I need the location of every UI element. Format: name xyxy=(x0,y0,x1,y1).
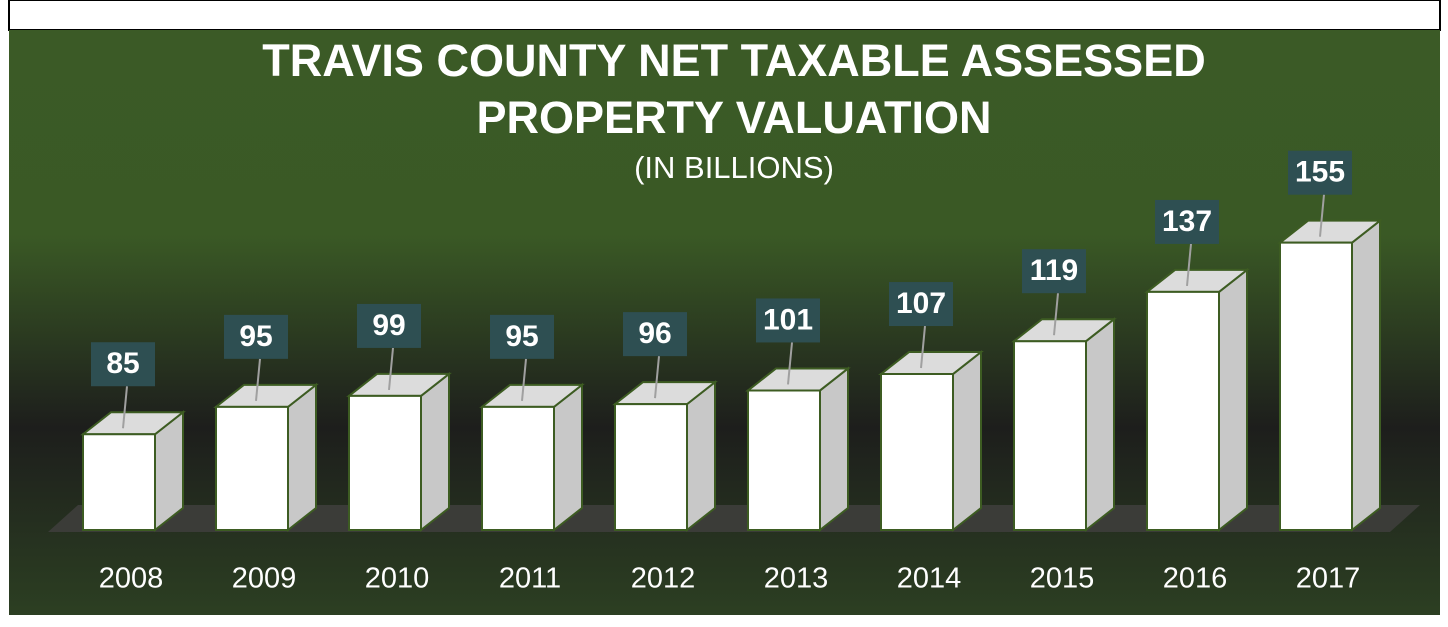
bar-front xyxy=(747,389,821,531)
value-label: 107 xyxy=(896,287,946,320)
value-label-box xyxy=(756,298,820,343)
value-label: 99 xyxy=(372,309,405,342)
leader-line xyxy=(654,356,660,399)
value-label-box xyxy=(1288,150,1352,195)
value-label-box xyxy=(91,342,155,387)
bar-front xyxy=(348,394,422,531)
leader-line xyxy=(787,342,793,385)
x-tick-label: 2015 xyxy=(1030,563,1095,595)
leader-line xyxy=(388,347,394,391)
bar xyxy=(1277,218,1383,533)
x-tick-label: 2009 xyxy=(232,563,297,595)
bar xyxy=(80,410,186,533)
bar-side xyxy=(1218,267,1248,533)
bar-side xyxy=(553,382,583,533)
caption-strip xyxy=(8,0,1441,31)
value-label-box xyxy=(490,314,554,359)
bar-front xyxy=(1013,340,1087,531)
value-label: 137 xyxy=(1162,205,1212,238)
value-label-box xyxy=(1022,249,1086,294)
value-label: 101 xyxy=(763,303,813,336)
bar xyxy=(878,349,984,533)
bar-side xyxy=(1085,317,1115,533)
x-tick-label: 2013 xyxy=(764,563,829,595)
value-label-box xyxy=(357,303,421,348)
x-tick-label: 2014 xyxy=(897,563,962,595)
x-tick-label: 2010 xyxy=(365,563,430,595)
x-tick-label: 2012 xyxy=(631,563,696,595)
x-tick-label: 2008 xyxy=(99,563,164,595)
value-label: 119 xyxy=(1030,254,1078,287)
leader-line xyxy=(521,358,527,401)
bar xyxy=(346,371,452,533)
x-tick-label: 2017 xyxy=(1296,563,1361,595)
value-label: 85 xyxy=(106,347,139,380)
bar xyxy=(213,382,319,533)
x-tick-label: 2016 xyxy=(1163,563,1228,595)
value-label-box xyxy=(623,312,687,357)
bar-side xyxy=(952,349,982,533)
chart-subtitle: (IN BILLIONS) xyxy=(634,150,834,185)
bar-side xyxy=(287,382,317,533)
leader-line xyxy=(1053,293,1059,336)
value-label-box xyxy=(889,282,953,327)
leader-line xyxy=(122,386,128,429)
bar xyxy=(1144,267,1250,533)
bar-front xyxy=(215,405,289,531)
value-label: 96 xyxy=(638,317,671,350)
leader-line xyxy=(255,358,261,401)
bar-front xyxy=(1146,290,1220,531)
bar-front xyxy=(614,403,688,531)
value-label-box xyxy=(224,314,288,359)
value-label-box xyxy=(1155,199,1219,244)
bar xyxy=(612,380,718,533)
bar-front xyxy=(880,373,954,531)
leader-line xyxy=(1186,243,1192,287)
bar xyxy=(1011,317,1117,533)
bar xyxy=(745,366,851,533)
bar-side xyxy=(420,371,450,533)
bar-front xyxy=(481,405,555,531)
bar-side xyxy=(686,380,716,533)
leader-line xyxy=(920,325,926,369)
bar-front xyxy=(1279,241,1353,531)
bar-side xyxy=(819,366,849,533)
chart-title: TRAVIS COUNTY NET TAXABLE ASSESSED PROPER… xyxy=(262,35,1205,143)
value-label: 95 xyxy=(505,320,538,353)
leader-line xyxy=(1319,194,1325,237)
bar-side xyxy=(1351,218,1381,533)
bar xyxy=(479,382,585,533)
value-label: 95 xyxy=(239,320,272,353)
bar-front xyxy=(82,433,156,531)
value-label: 155 xyxy=(1295,156,1345,189)
x-tick-label: 2011 xyxy=(499,563,561,595)
